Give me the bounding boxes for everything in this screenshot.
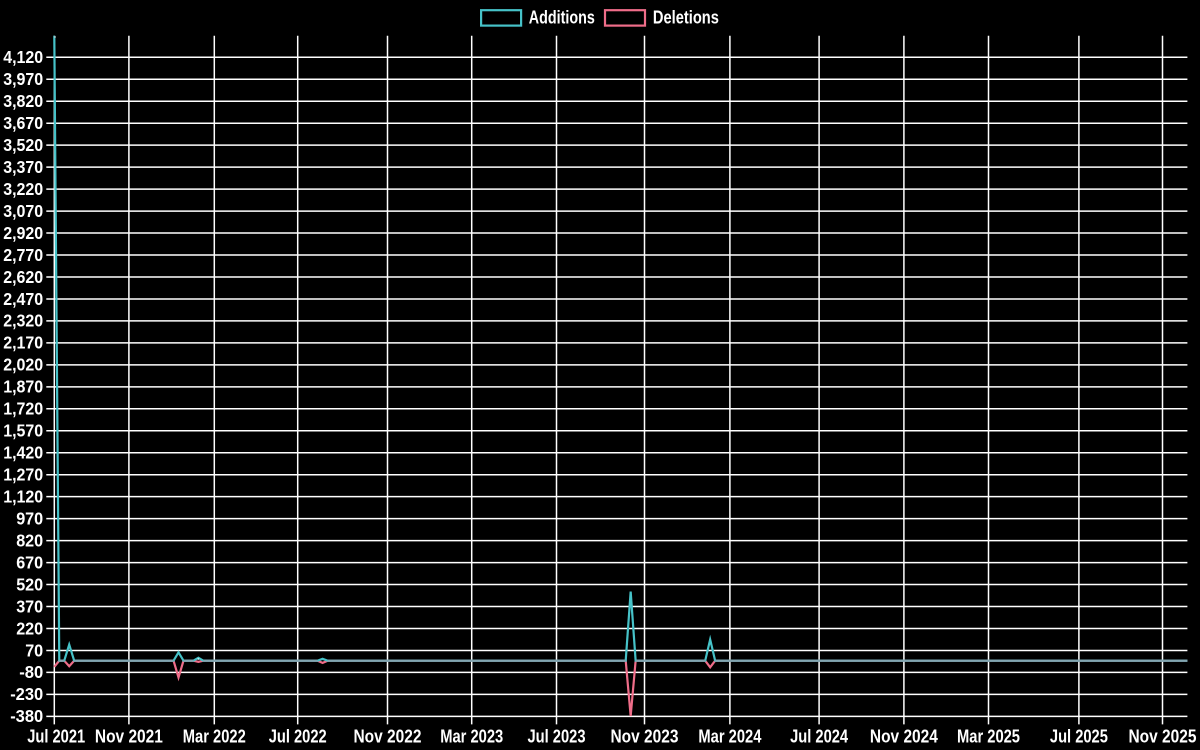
svg-text:Jul 2024: Jul 2024 [790,727,848,747]
svg-text:1,420: 1,420 [3,443,43,463]
svg-text:3,970: 3,970 [3,69,43,89]
svg-text:Nov 2022: Nov 2022 [354,727,422,747]
svg-text:Mar 2025: Mar 2025 [957,727,1020,747]
svg-text:1,570: 1,570 [3,421,43,441]
svg-text:Deletions: Deletions [653,7,719,27]
svg-text:Nov 2025: Nov 2025 [1129,727,1197,747]
svg-text:1,270: 1,270 [3,465,43,485]
svg-text:2,920: 2,920 [3,223,43,243]
svg-text:Jul 2021: Jul 2021 [27,727,85,747]
svg-text:-230: -230 [10,684,43,704]
svg-text:-380: -380 [10,706,43,726]
svg-text:-80: -80 [19,662,43,682]
svg-text:970: 970 [16,508,43,528]
svg-text:520: 520 [16,574,43,594]
svg-text:Mar 2024: Mar 2024 [698,727,761,747]
svg-text:2,470: 2,470 [3,289,43,309]
svg-text:4,120: 4,120 [3,47,43,67]
svg-text:1,870: 1,870 [3,377,43,397]
svg-text:Nov 2021: Nov 2021 [95,727,163,747]
svg-text:370: 370 [16,596,43,616]
svg-text:2,020: 2,020 [3,355,43,375]
svg-text:Jul 2022: Jul 2022 [269,727,327,747]
svg-text:1,120: 1,120 [3,486,43,506]
svg-text:220: 220 [16,618,43,638]
svg-text:3,520: 3,520 [3,135,43,155]
svg-text:670: 670 [16,552,43,572]
svg-text:3,070: 3,070 [3,201,43,221]
svg-text:Jul 2025: Jul 2025 [1050,727,1108,747]
svg-text:3,370: 3,370 [3,157,43,177]
svg-text:820: 820 [16,530,43,550]
svg-text:3,220: 3,220 [3,179,43,199]
svg-text:Additions: Additions [529,7,595,27]
svg-text:Jul 2023: Jul 2023 [528,727,586,747]
svg-text:Mar 2022: Mar 2022 [183,727,246,747]
svg-text:Mar 2023: Mar 2023 [440,727,503,747]
svg-text:2,170: 2,170 [3,333,43,353]
svg-text:Nov 2024: Nov 2024 [870,727,938,747]
svg-text:3,820: 3,820 [3,91,43,111]
svg-text:70: 70 [25,640,43,660]
svg-text:2,770: 2,770 [3,245,43,265]
svg-text:2,620: 2,620 [3,267,43,287]
svg-text:2,320: 2,320 [3,311,43,331]
svg-text:3,670: 3,670 [3,113,43,133]
svg-text:Nov 2023: Nov 2023 [611,727,679,747]
svg-text:1,720: 1,720 [3,399,43,419]
